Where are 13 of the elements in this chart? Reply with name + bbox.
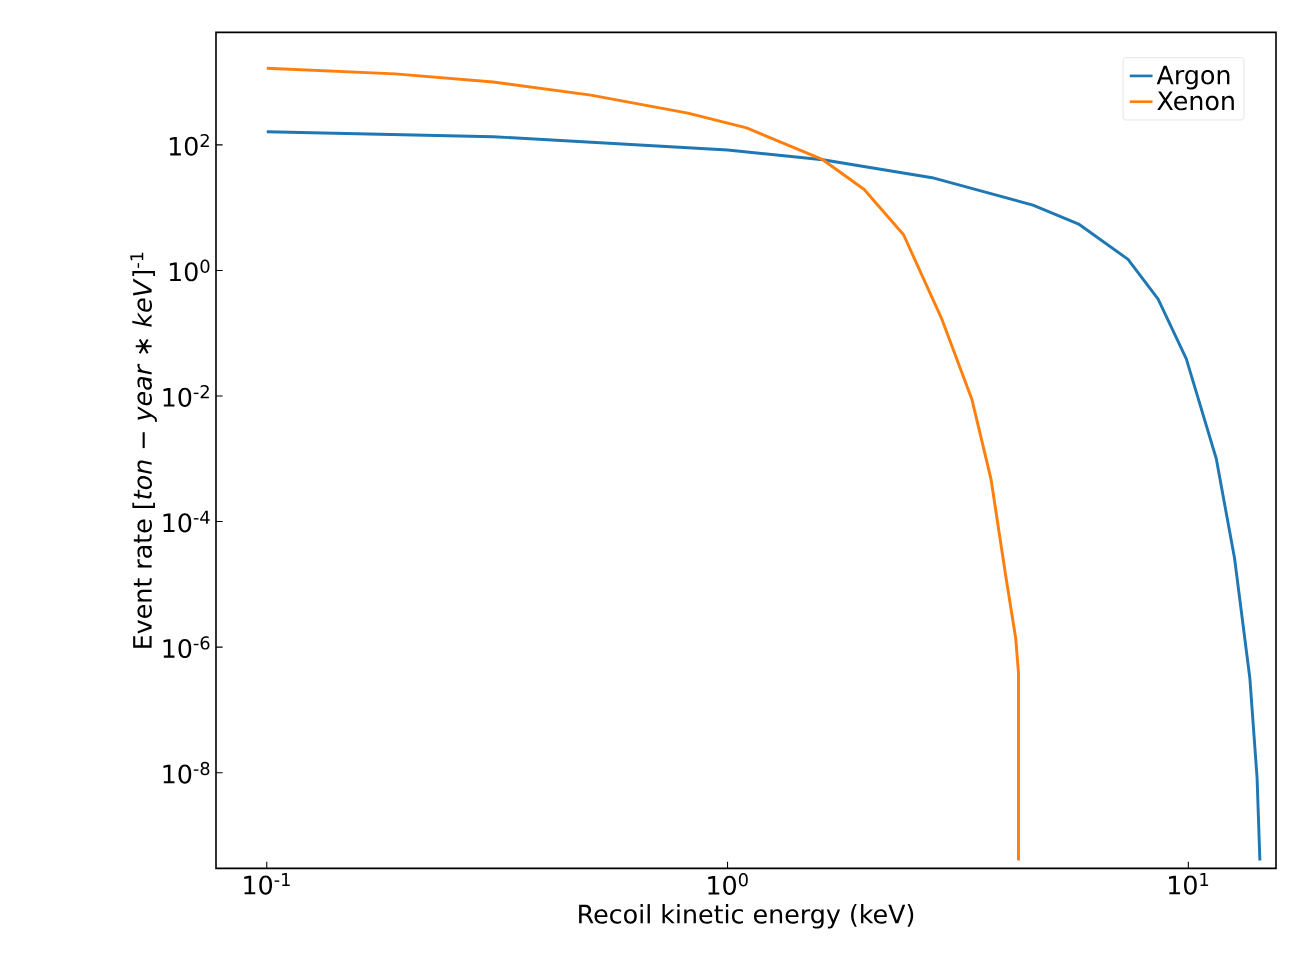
y-axis-title: Event rate [ton − year ∗ keV]$^{-1}$ bbox=[130, 252, 157, 648]
legend-label: Argon bbox=[1156, 65, 1230, 90]
y-tick-label: 10$^{-2}$ bbox=[163, 385, 209, 407]
y-tick-label: 10$^{0}$ bbox=[169, 259, 210, 282]
y-tick-label: 10$^{-6}$ bbox=[163, 636, 210, 659]
x-tick-label: 10$^{1}$ bbox=[1169, 873, 1209, 895]
x-tick-label: 10$^{0}$ bbox=[708, 873, 748, 895]
y-tick-label: 10$^{-4}$ bbox=[163, 510, 210, 533]
x-tick-label: 10$^{-1}$ bbox=[244, 873, 290, 895]
legend-label: Xenon bbox=[1157, 91, 1234, 111]
y-tick-label: 10$^{2}$ bbox=[169, 133, 209, 156]
y-tick-label: 10$^{-8}$ bbox=[163, 761, 210, 784]
x-axis-title: Recoil kinetic energy (keV) bbox=[579, 904, 914, 929]
